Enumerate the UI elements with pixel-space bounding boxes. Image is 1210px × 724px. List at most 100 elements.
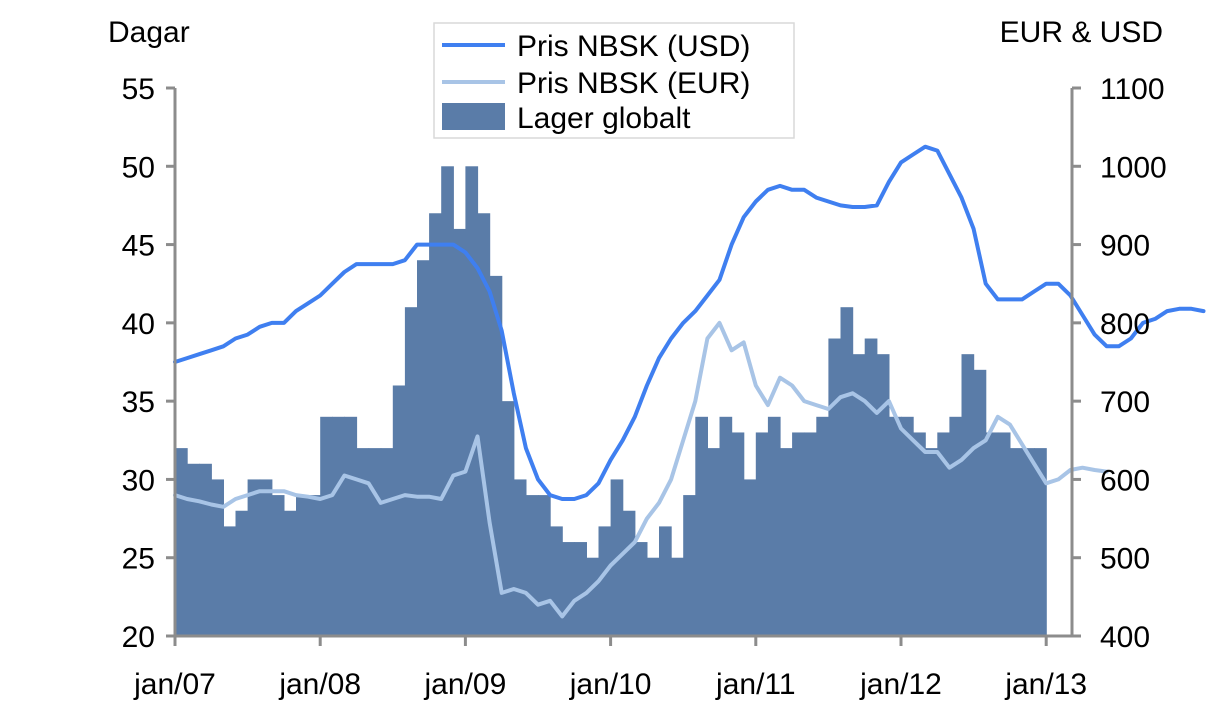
bar-series-lager (175, 166, 1047, 637)
bar (634, 542, 648, 636)
bar (961, 354, 975, 636)
bar (913, 432, 926, 636)
left-tick-label: 45 (122, 230, 155, 263)
bar (659, 526, 672, 636)
bar (513, 479, 527, 636)
bar (586, 557, 600, 636)
bar (501, 401, 515, 636)
right-tick-label: 600 (1100, 464, 1150, 497)
bar (235, 510, 249, 636)
bar (247, 479, 261, 636)
bar (828, 338, 842, 636)
bar (852, 354, 866, 636)
left-tick-label: 40 (122, 308, 155, 341)
bar (417, 260, 430, 636)
bar (392, 385, 406, 636)
bar (380, 448, 394, 636)
bar (792, 432, 805, 636)
bar (429, 213, 442, 636)
bar (550, 526, 563, 636)
legend: Pris NBSK (USD) Pris NBSK (EUR) Lager gl… (433, 22, 795, 139)
bar (707, 448, 721, 636)
bar (574, 542, 587, 636)
right-tick-label: 1100 (1100, 73, 1165, 106)
bar (901, 416, 914, 636)
bar (259, 479, 273, 636)
bar (598, 526, 612, 636)
bar (804, 432, 817, 636)
left-tick-label: 30 (122, 464, 155, 497)
bar (780, 448, 793, 636)
bar (404, 307, 418, 636)
legend-label-bars: Lager globalt (517, 102, 691, 135)
bar (864, 338, 878, 636)
bar (356, 448, 370, 636)
bar (465, 166, 479, 637)
bar (997, 432, 1011, 636)
bar (453, 228, 466, 636)
bar (985, 432, 999, 636)
bar (368, 448, 382, 636)
bar (925, 448, 938, 636)
left-tick-label: 55 (122, 73, 155, 106)
bar (308, 495, 321, 636)
left-tick-label: 20 (122, 621, 155, 654)
legend-label-eur: Pris NBSK (EUR) (517, 67, 750, 100)
right-tick-label: 500 (1100, 543, 1150, 576)
bar (1009, 448, 1023, 636)
bar (683, 495, 696, 636)
bar (949, 416, 963, 636)
bar (283, 510, 297, 636)
bar (223, 526, 237, 636)
right-tick-label: 700 (1100, 386, 1150, 419)
bar (622, 510, 636, 636)
bar (271, 495, 285, 636)
bar (199, 463, 212, 636)
bar (1034, 448, 1047, 636)
bar (731, 432, 745, 636)
right-tick-label: 1000 (1100, 151, 1167, 184)
bar (562, 542, 575, 636)
bar (332, 416, 345, 636)
x-tick-label: jan/13 (1004, 668, 1087, 701)
bar (538, 495, 551, 636)
x-tick-label: jan/07 (133, 668, 216, 701)
right-tick-label: 900 (1100, 230, 1150, 263)
bar (937, 432, 950, 636)
left-tick-label: 50 (122, 151, 155, 184)
right-axis-unit-label: EUR & USD (1000, 16, 1163, 49)
bar (296, 495, 309, 636)
right-tick-label: 400 (1100, 621, 1150, 654)
x-tick-label: jan/12 (859, 668, 942, 701)
bar (646, 557, 660, 636)
bar (671, 557, 684, 636)
x-tick-label: jan/10 (569, 668, 652, 701)
x-tick-label: jan/11 (715, 668, 796, 701)
bar (743, 479, 757, 636)
bar (888, 416, 902, 636)
x-tick-label: jan/09 (424, 668, 507, 701)
x-tick-label: jan/08 (278, 668, 361, 701)
bar (755, 432, 769, 636)
bar (525, 495, 539, 636)
bar (719, 416, 733, 636)
left-tick-label: 35 (122, 386, 155, 419)
left-axis-unit-label: Dagar (108, 16, 190, 49)
bar (477, 213, 491, 636)
left-tick-label: 25 (122, 543, 155, 576)
bar (973, 369, 987, 636)
bar (767, 416, 781, 636)
legend-swatch-bars (442, 103, 505, 130)
bar (1022, 448, 1035, 636)
bar (187, 463, 200, 636)
line-series-usd (173, 144, 1206, 501)
bar (876, 354, 890, 636)
axes: 20 25 30 35 40 45 50 55 400 500 600 700 800 900 1000 11… (122, 73, 1167, 701)
bar (441, 166, 454, 637)
legend-label-usd: Pris NBSK (USD) (517, 30, 750, 63)
bar (344, 416, 358, 636)
bar (211, 479, 224, 636)
line-series-eur (173, 320, 1109, 619)
bar (816, 416, 829, 636)
